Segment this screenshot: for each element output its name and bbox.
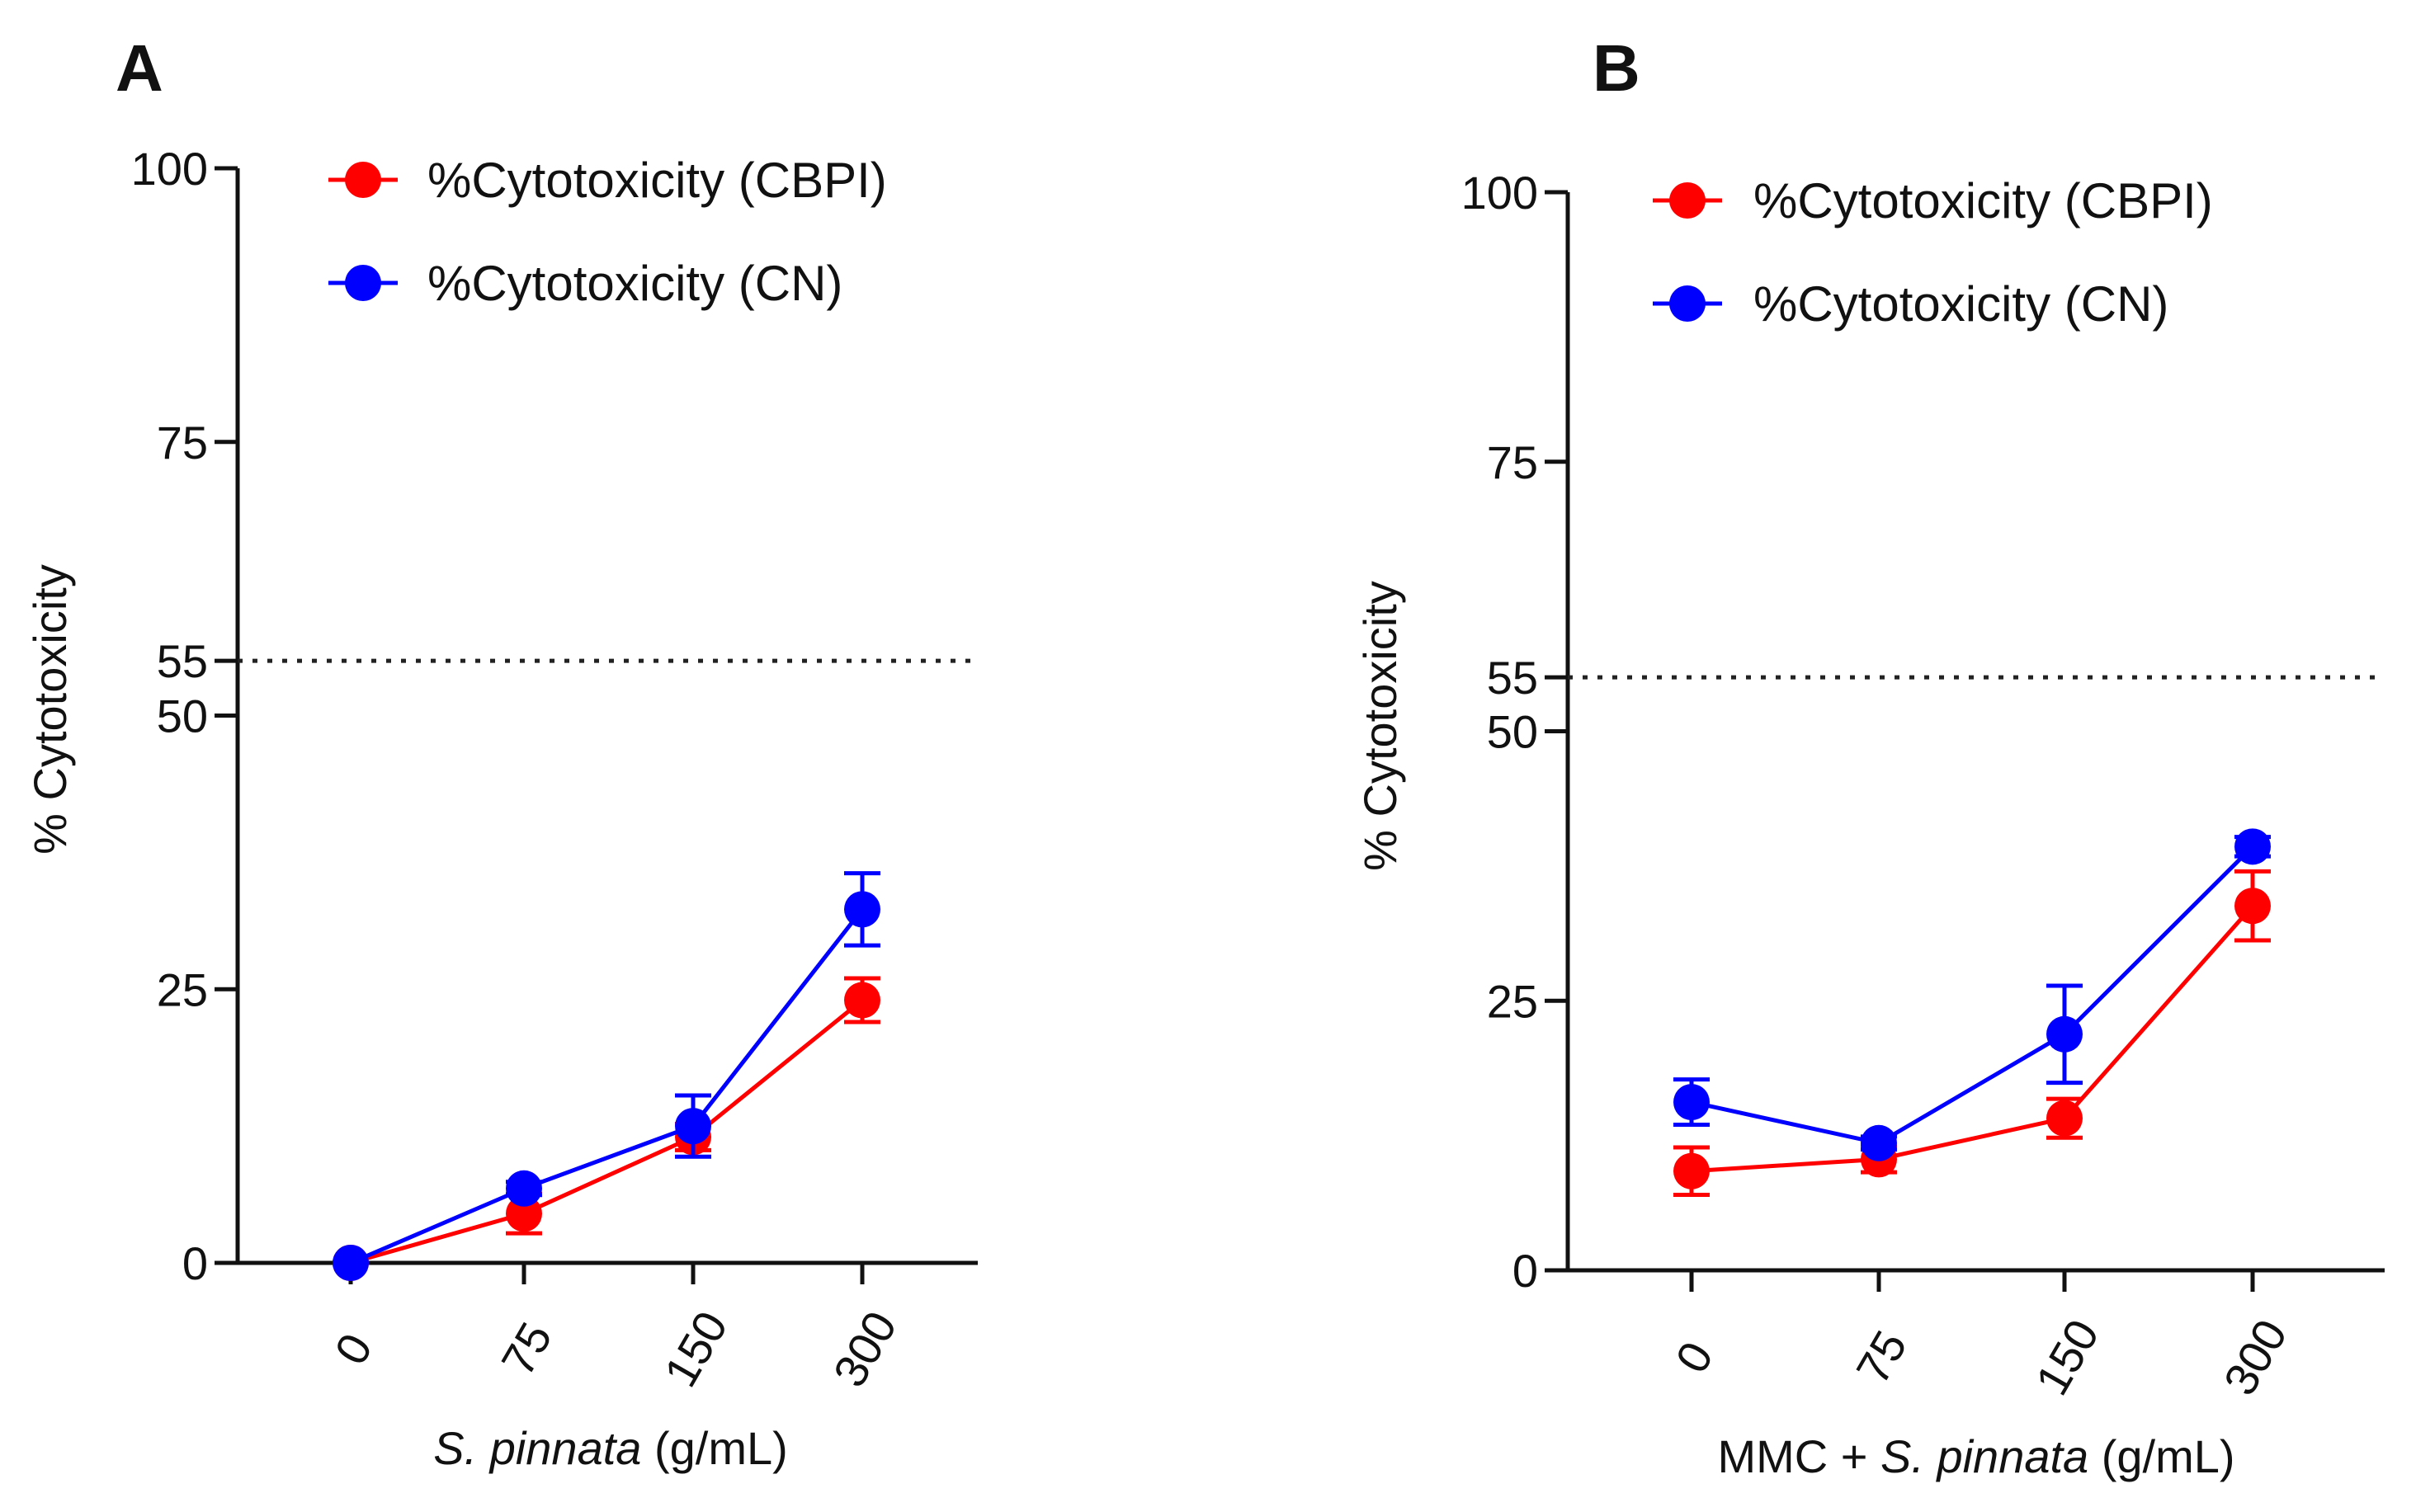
- y-tick-label: 75: [157, 417, 208, 469]
- y-tick-label: 100: [1461, 167, 1538, 219]
- legend-marker: [1669, 182, 1706, 219]
- y-tick-label: 100: [131, 143, 208, 195]
- data-point: [2234, 888, 2271, 925]
- x-tick-label: 0: [324, 1325, 382, 1373]
- x-tick-label: 300: [823, 1302, 906, 1395]
- x-axis-title-italic: S. pinnata: [1880, 1430, 2088, 1482]
- series-line: [350, 907, 864, 1265]
- data-point: [2234, 828, 2271, 865]
- x-tick-label: 150: [654, 1302, 737, 1395]
- series-cn: [1673, 828, 2271, 1161]
- legend-label: %Cytotoxicity (CN): [1753, 276, 2168, 332]
- legend-label: %Cytotoxicity (CN): [427, 256, 842, 311]
- data-point: [675, 1108, 711, 1145]
- y-axis-title: % Cytotoxicity: [1354, 581, 1406, 871]
- data-point: [1861, 1124, 1897, 1161]
- series-cn: [333, 871, 880, 1281]
- x-axis-title: MMC + S. pinnata (g/mL): [1717, 1430, 2234, 1482]
- x-tick-label: 150: [2025, 1311, 2108, 1403]
- data-point: [2046, 1100, 2083, 1137]
- series-cbpi: [1673, 869, 2271, 1198]
- x-tick-label: 75: [491, 1314, 562, 1384]
- y-tick-label: 55: [157, 635, 208, 687]
- data-point: [506, 1195, 542, 1232]
- y-tick-label: 75: [1487, 436, 1538, 488]
- y-tick-label: 50: [1487, 706, 1538, 758]
- x-axis-title: S. pinnata (g/mL): [433, 1422, 788, 1474]
- data-point: [333, 1245, 369, 1281]
- x-tick-label: 75: [1846, 1322, 1917, 1392]
- x-axis-title-italic: S. pinnata: [433, 1422, 641, 1474]
- series-line: [350, 998, 864, 1265]
- panel-letter: B: [1593, 31, 1640, 105]
- series-line: [1691, 904, 2254, 1174]
- legend-marker: [345, 265, 381, 301]
- x-axis-title-suffix: (g/mL): [641, 1422, 787, 1474]
- y-tick-label: 25: [157, 963, 208, 1015]
- x-axis-title-suffix: (g/mL): [2088, 1430, 2234, 1482]
- legend-label: %Cytotoxicity (CBPI): [1753, 173, 2213, 228]
- x-tick-label: 0: [1665, 1333, 1723, 1381]
- y-tick-label: 0: [1512, 1245, 1538, 1297]
- data-point: [1673, 1152, 1710, 1189]
- panel-letter: A: [116, 31, 163, 105]
- y-tick-label: 25: [1487, 975, 1538, 1027]
- data-point: [2046, 1015, 2083, 1053]
- legend-marker: [1669, 285, 1706, 322]
- y-axis-title: % Cytotoxicity: [24, 564, 76, 855]
- x-axis-title-prefix: MMC +: [1717, 1430, 1880, 1482]
- legend-marker: [345, 162, 381, 198]
- x-tick-label: 300: [2213, 1311, 2296, 1403]
- y-tick-label: 55: [1487, 652, 1538, 704]
- data-point: [1673, 1084, 1710, 1121]
- series-line: [1691, 845, 2254, 1146]
- data-point: [506, 1170, 542, 1207]
- data-point: [844, 982, 880, 1019]
- y-tick-label: 0: [182, 1237, 208, 1289]
- legend-label: %Cytotoxicity (CBPI): [427, 153, 887, 208]
- y-tick-label: 50: [157, 690, 208, 742]
- data-point: [844, 891, 880, 928]
